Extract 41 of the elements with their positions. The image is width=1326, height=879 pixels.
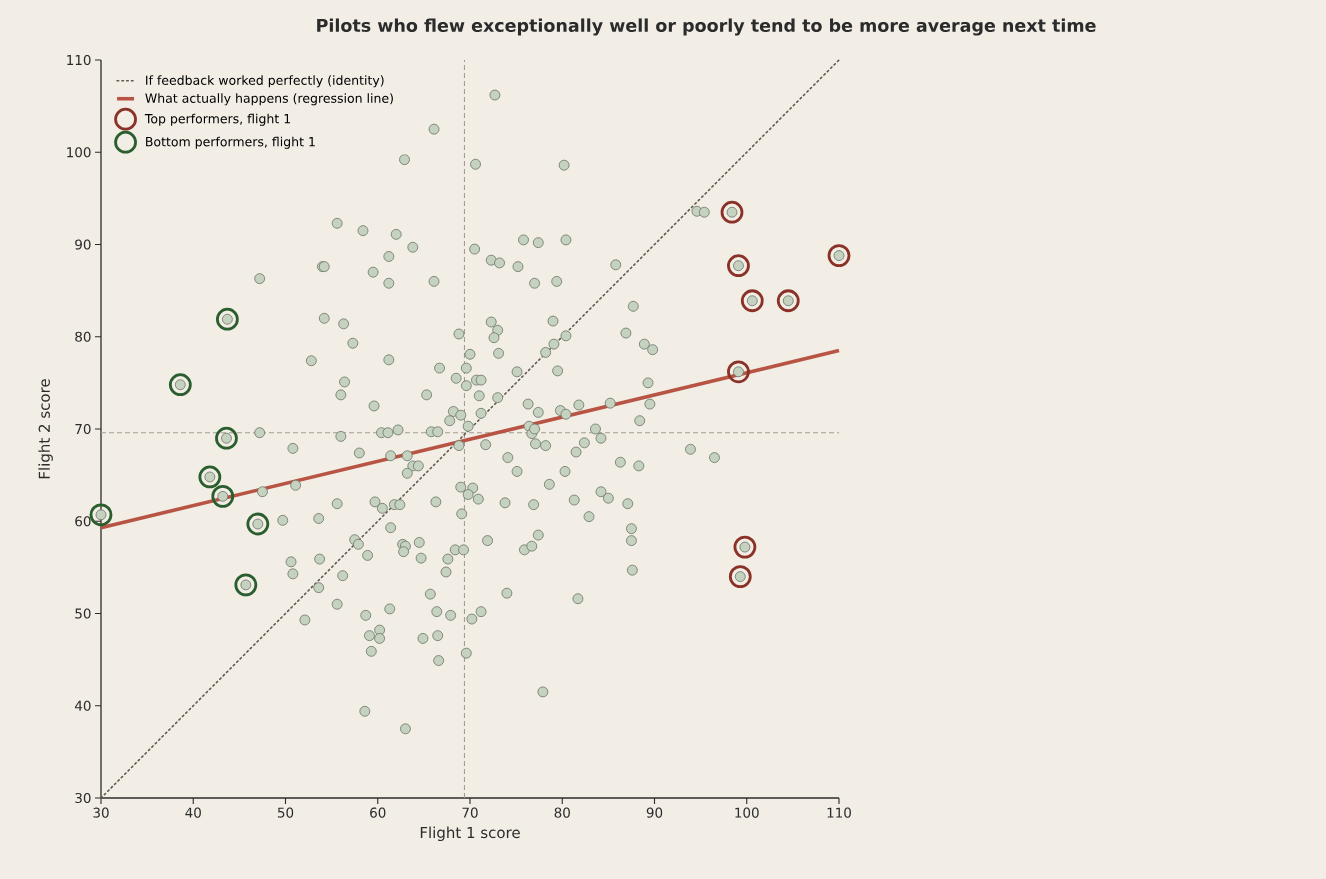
point	[246, 512, 270, 536]
legend-label: What actually happens (regression line)	[145, 93, 393, 106]
y-tick-label: 90	[75, 239, 91, 250]
legend-label: Bottom performers, flight 1	[146, 136, 315, 149]
x-tick-label: 90	[646, 807, 663, 818]
point	[727, 360, 750, 384]
y-axis-title: Flight 2 score	[38, 379, 53, 479]
point	[720, 200, 744, 224]
legend-label: Top performers, flight 1	[144, 113, 291, 126]
x-tick-label: 40	[185, 807, 201, 818]
point	[776, 289, 800, 313]
point	[215, 307, 239, 331]
x-tick-label: 70	[462, 807, 478, 818]
point	[234, 573, 258, 597]
y-tick-label: 80	[75, 331, 91, 342]
y-tick-label: 110	[67, 54, 91, 66]
point	[728, 565, 752, 588]
point	[827, 244, 851, 267]
x-tick-label: 30	[93, 807, 109, 818]
x-tick-label: 50	[277, 807, 294, 818]
point	[89, 503, 113, 527]
x-axis-title: Flight 1 score	[420, 826, 520, 842]
x-tick-label: 80	[554, 807, 570, 818]
y-tick-label: 70	[75, 423, 91, 435]
y-tick-label: 60	[75, 516, 91, 527]
point	[740, 289, 764, 313]
y-tick-label: 50	[75, 608, 91, 619]
y-tick-label: 100	[67, 147, 91, 158]
legend-label: If feedback worked perfectly (identity)	[146, 75, 384, 88]
y-tick-label: 30	[75, 792, 91, 804]
x-tick-label: 110	[827, 807, 851, 818]
y-tick-label: 40	[74, 700, 91, 711]
chart-title: Pilots who flew exceptionally well or poorly tend to be more average next time	[317, 18, 1096, 36]
point	[211, 484, 235, 508]
point	[215, 426, 238, 450]
point	[198, 465, 222, 489]
x-tick-label: 100	[735, 807, 759, 818]
point	[727, 254, 750, 278]
point	[733, 535, 757, 559]
point	[168, 373, 192, 397]
x-tick-label: 60	[370, 807, 386, 818]
